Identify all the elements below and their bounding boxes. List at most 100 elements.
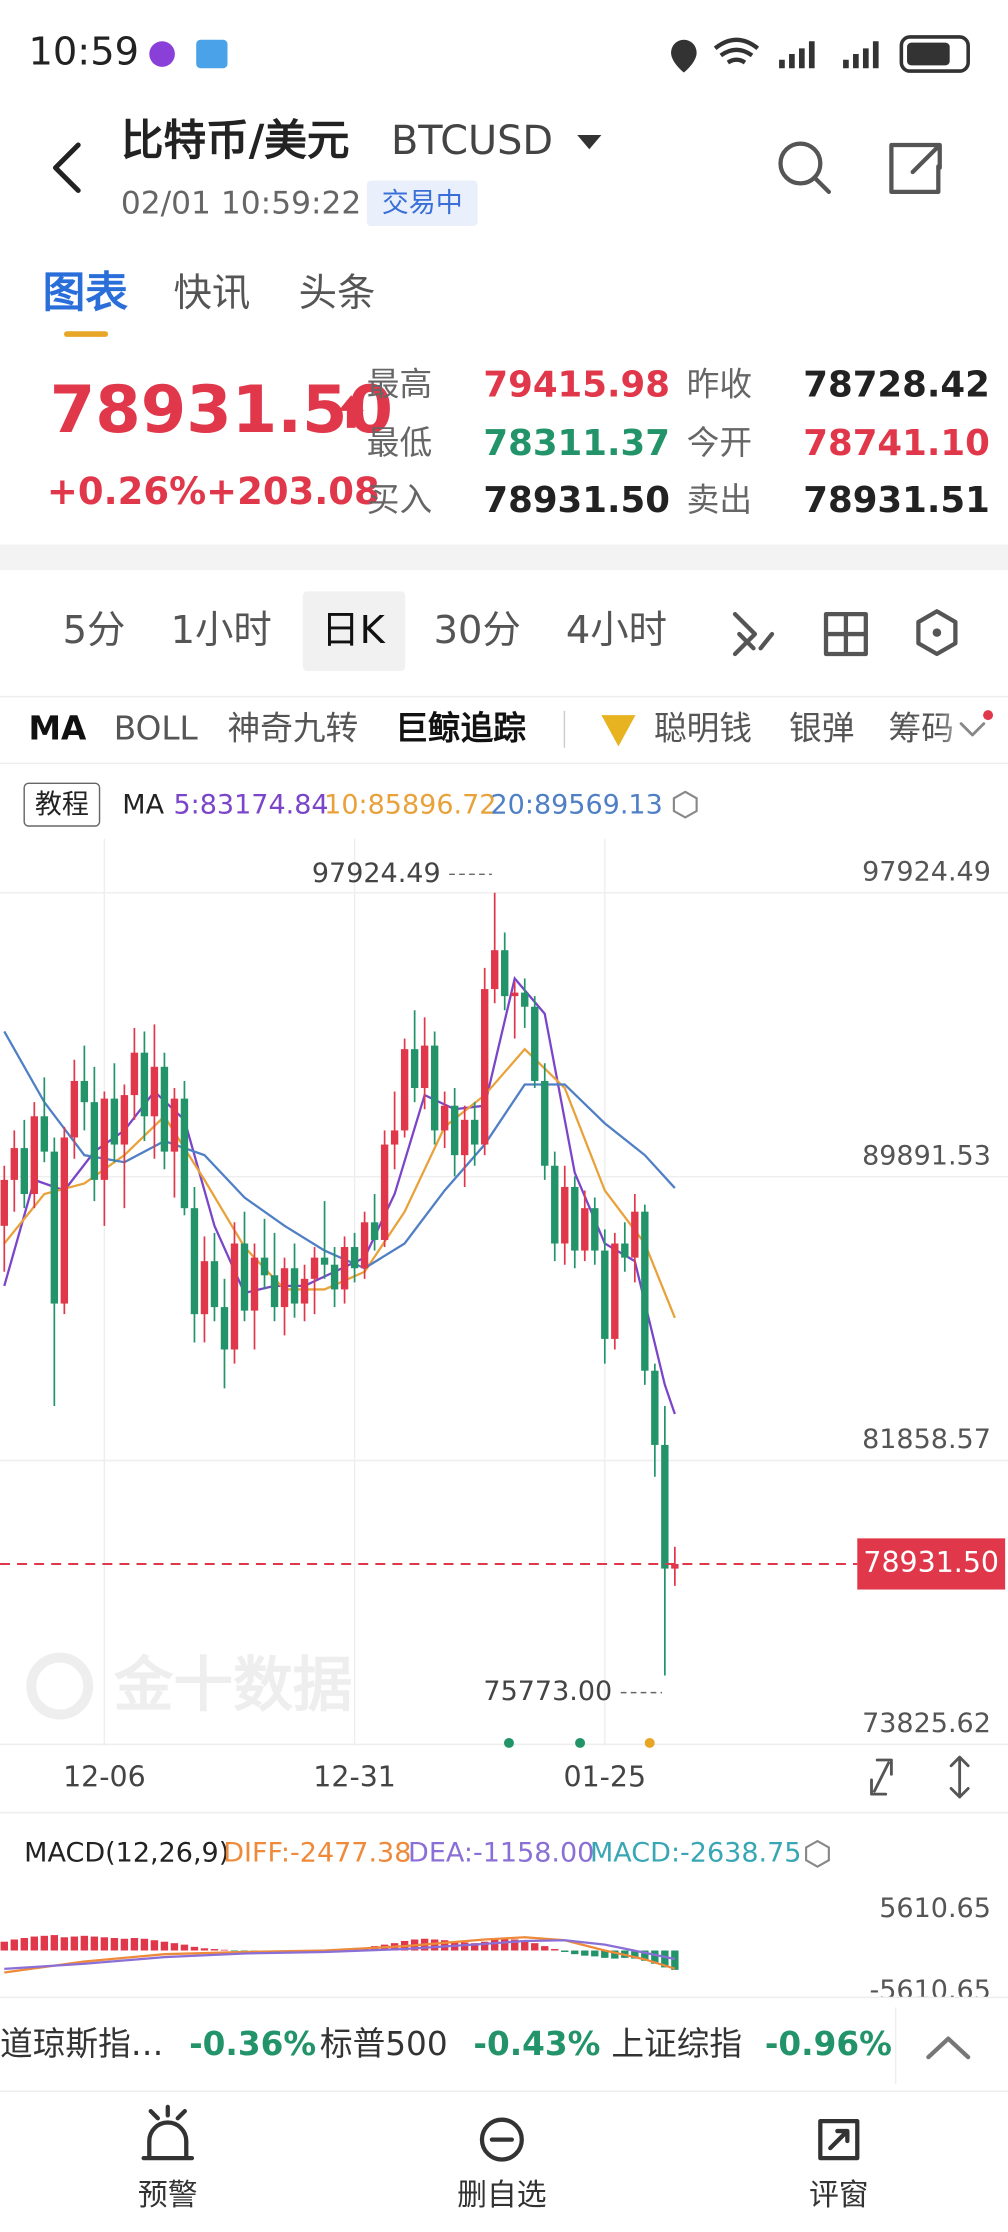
index-change[interactable]: -0.43% bbox=[473, 2025, 600, 2063]
tab[interactable]: 图表 bbox=[43, 268, 129, 318]
index-name[interactable]: 道琼斯指… bbox=[0, 2025, 163, 2063]
candle-body bbox=[120, 1095, 129, 1145]
watermark: 金十数据 bbox=[113, 1652, 353, 1721]
index-name[interactable]: 上证综指 bbox=[611, 2025, 742, 2063]
macd-line bbox=[4, 1936, 676, 1974]
index-name[interactable]: 标普500 bbox=[320, 2025, 448, 2063]
candle-body bbox=[551, 1165, 559, 1244]
candle-body bbox=[350, 1247, 359, 1269]
candle-body bbox=[280, 1268, 289, 1308]
diamond-icon bbox=[601, 715, 636, 747]
candle-body bbox=[571, 1186, 579, 1251]
candle-body bbox=[430, 1045, 439, 1131]
macd-bar bbox=[210, 1949, 219, 1951]
expand-arrow[interactable] bbox=[959, 722, 986, 737]
status-text: 交易中 bbox=[382, 188, 463, 219]
macd-bar bbox=[470, 1943, 479, 1951]
period-tab[interactable]: 1小时 bbox=[171, 608, 272, 653]
period-tab[interactable]: 30分 bbox=[434, 608, 521, 653]
macd-bar bbox=[601, 1950, 609, 1958]
candle-body bbox=[270, 1275, 279, 1308]
period-tab[interactable]: 4小时 bbox=[566, 608, 667, 653]
share-button[interactable] bbox=[889, 142, 942, 195]
search-button[interactable] bbox=[778, 141, 823, 186]
indicator-tab[interactable]: 银弹 bbox=[789, 710, 854, 748]
last-price-label: 78931.50 bbox=[863, 1546, 999, 1579]
candle-body bbox=[0, 1179, 8, 1226]
tab[interactable]: 头条 bbox=[299, 271, 376, 316]
nav-label[interactable]: 评窗 bbox=[809, 2178, 869, 2213]
symbol[interactable]: BTCUSD bbox=[391, 118, 553, 164]
x-tick-label: 12-06 bbox=[63, 1760, 146, 1793]
notice-dot bbox=[983, 710, 994, 721]
signal-icon bbox=[843, 41, 879, 69]
field-label: 最高 bbox=[367, 366, 432, 404]
nav-label[interactable]: 删自选 bbox=[457, 2178, 547, 2213]
candle-body bbox=[621, 1243, 629, 1258]
wifi-icon bbox=[713, 37, 760, 65]
y-tick-label: 5610.65 bbox=[879, 1893, 991, 1924]
candle-body bbox=[440, 1105, 449, 1131]
candle-body bbox=[671, 1563, 679, 1569]
legend-settings[interactable] bbox=[672, 790, 698, 819]
indicator-tab[interactable]: 聪明钱 bbox=[654, 710, 752, 748]
chart-tools[interactable] bbox=[870, 1755, 970, 1799]
field-label: 今开 bbox=[687, 424, 752, 462]
candle-body bbox=[170, 1098, 179, 1152]
dropdown-arrow[interactable] bbox=[577, 135, 602, 150]
alert-icon[interactable] bbox=[141, 2104, 195, 2161]
candle-body bbox=[90, 1102, 99, 1180]
back-button[interactable] bbox=[52, 142, 81, 193]
event-dot[interactable] bbox=[504, 1737, 514, 1748]
draw-tool[interactable] bbox=[732, 612, 775, 657]
macd-title: MACD(12,26,9) bbox=[24, 1837, 229, 1868]
window-icon[interactable] bbox=[818, 2118, 860, 2161]
layout-tool[interactable] bbox=[823, 612, 868, 657]
field-label: 昨收 bbox=[687, 366, 752, 404]
candle-body bbox=[460, 1119, 469, 1156]
indicator-tab[interactable]: MA bbox=[28, 710, 87, 748]
candle-body bbox=[290, 1268, 299, 1304]
index-change[interactable]: -0.36% bbox=[189, 2025, 316, 2063]
candle-body bbox=[601, 1250, 609, 1339]
tutorial-button[interactable] bbox=[23, 782, 101, 827]
field-value: 78741.10 bbox=[803, 423, 990, 464]
candle-body bbox=[390, 1130, 399, 1145]
macd-bar bbox=[180, 1944, 189, 1951]
indicator-tab[interactable]: 神奇九转 bbox=[227, 710, 358, 748]
collapse-button[interactable] bbox=[926, 2036, 971, 2060]
candle-body bbox=[230, 1243, 239, 1350]
y-tick-label: 97924.49 bbox=[862, 856, 991, 887]
candle-body bbox=[561, 1186, 569, 1244]
candle-body bbox=[541, 1080, 549, 1166]
period-tab[interactable]: 5分 bbox=[63, 608, 126, 653]
candle-body bbox=[611, 1243, 619, 1339]
field-value: 79415.98 bbox=[483, 365, 670, 406]
nav-label[interactable]: 预警 bbox=[138, 2178, 198, 2213]
tutorial-text[interactable]: 教程 bbox=[35, 790, 89, 821]
field-label: 卖出 bbox=[687, 481, 752, 519]
candle-body bbox=[320, 1257, 329, 1265]
indicator-tab[interactable]: 巨鲸追踪 bbox=[395, 710, 526, 748]
status-icon bbox=[149, 41, 175, 67]
legend-entry: 5:83174.84 bbox=[173, 790, 328, 821]
period-tab[interactable]: 日K bbox=[321, 608, 385, 653]
legend-settings[interactable] bbox=[805, 1839, 830, 1868]
last-price-box bbox=[857, 1538, 1006, 1590]
index-change[interactable]: -0.96% bbox=[765, 2025, 892, 2063]
candle-body bbox=[521, 992, 529, 1007]
tab[interactable]: 快讯 bbox=[173, 271, 250, 316]
settings-dot bbox=[932, 628, 942, 637]
event-dot[interactable] bbox=[575, 1737, 586, 1748]
event-dot[interactable] bbox=[644, 1737, 655, 1748]
field-value: 78728.42 bbox=[803, 365, 990, 406]
settings-tool[interactable] bbox=[916, 609, 958, 657]
candle-body bbox=[581, 1208, 589, 1251]
macd-bar bbox=[531, 1943, 539, 1951]
remove-icon[interactable] bbox=[479, 2117, 524, 2162]
indicator-tab[interactable]: BOLL bbox=[114, 710, 199, 748]
candle-body bbox=[661, 1444, 669, 1569]
up-arrow bbox=[338, 395, 364, 428]
candle-body bbox=[380, 1144, 389, 1240]
